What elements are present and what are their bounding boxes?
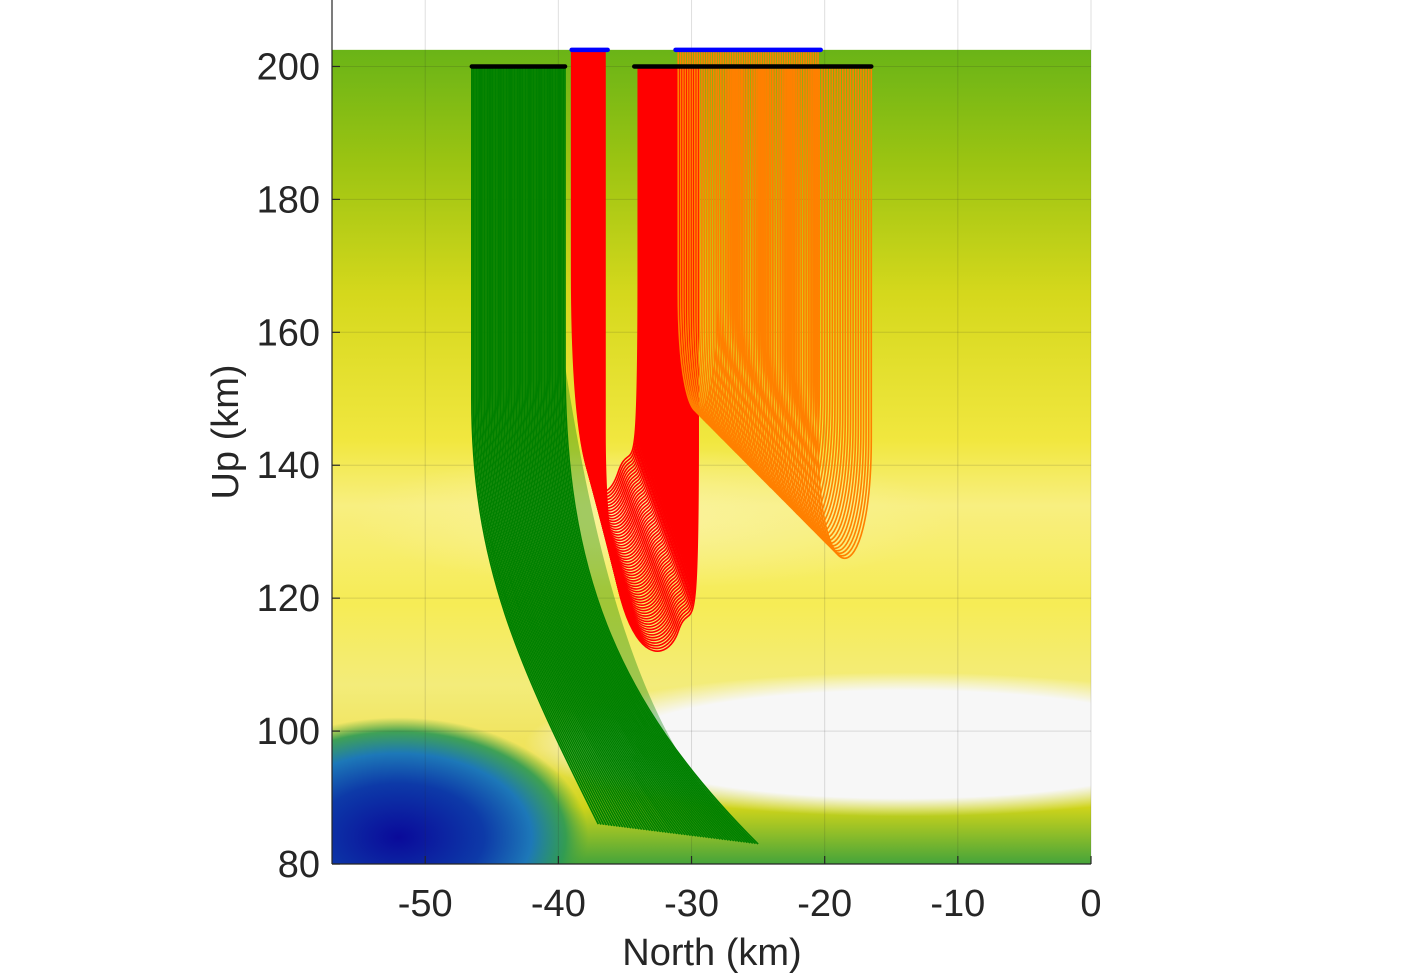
green-trace-16 [496, 66, 643, 830]
x-tick-label-2: -30 [664, 883, 719, 925]
green-trace-15 [494, 66, 640, 830]
green-trace-11 [488, 66, 629, 829]
green-trace-47 [545, 66, 727, 841]
green-trace-41 [535, 66, 710, 839]
orange-trace-59 [817, 49, 873, 560]
green-trace-3 [475, 66, 608, 826]
green-trace-30 [518, 66, 681, 835]
red-trace-59 [604, 49, 699, 652]
traces [471, 49, 873, 845]
green-trace-0 [471, 66, 600, 825]
green-trace-6 [480, 66, 616, 827]
y-axis-label: Up (km) [205, 364, 247, 499]
orange-trace-58 [814, 49, 870, 557]
green-trace-36 [527, 66, 697, 837]
x-tick-label-1: -40 [531, 883, 586, 925]
green-trace-51 [551, 66, 738, 842]
green-trace-18 [499, 66, 648, 831]
green-trace-40 [534, 66, 708, 839]
y-tick-label-6: 200 [257, 46, 320, 88]
orange-trace-57 [812, 49, 867, 555]
green-trace-38 [531, 66, 702, 838]
green-trace-10 [486, 66, 627, 828]
green-trace-8 [483, 66, 621, 828]
x-tick-label-4: -10 [930, 883, 985, 925]
green-trace-19 [501, 66, 651, 831]
x-axis-label: North (km) [622, 932, 801, 974]
y-tick-label-3: 140 [257, 445, 320, 487]
green-trace-7 [482, 66, 618, 827]
green-trace-35 [526, 66, 694, 837]
green-trace-27 [513, 66, 673, 834]
green-envelope [471, 66, 759, 845]
green-trace-59 [564, 66, 759, 845]
green-trace-45 [542, 66, 721, 840]
green-trace-2 [474, 66, 605, 826]
green-trace-20 [502, 66, 654, 832]
y-tick-label-4: 160 [257, 312, 320, 354]
markers [469, 47, 874, 69]
green-trace-53 [554, 66, 743, 843]
field-white-band [824, 711, 1091, 778]
green-trace-44 [540, 66, 719, 840]
green-trace-46 [543, 66, 724, 841]
y-tick-label-1: 100 [257, 711, 320, 753]
green-trace-28 [515, 66, 675, 835]
y-tick-label-5: 180 [257, 179, 320, 221]
green-trace-34 [524, 66, 692, 837]
green-trace-48 [546, 66, 729, 841]
green-trace-4 [477, 66, 610, 826]
green-trace-49 [548, 66, 732, 842]
field-blue-region [332, 717, 589, 864]
green-trace-31 [519, 66, 683, 836]
green-trace-26 [512, 66, 670, 834]
green-trace-54 [556, 66, 746, 843]
green-trace-33 [523, 66, 689, 836]
x-tick-labels: -50 -40 -30 -20 -10 0 [398, 883, 1102, 925]
green-trace-14 [493, 66, 637, 830]
y-tick-label-2: 120 [257, 578, 320, 620]
x-tick-label-0: -50 [398, 883, 453, 925]
orange-trace-56 [810, 49, 865, 552]
axes [331, 0, 1092, 865]
green-trace-58 [562, 66, 756, 845]
green-trace-50 [550, 66, 735, 842]
green-trace-22 [505, 66, 659, 833]
x-tick-label-5: 0 [1080, 883, 1101, 925]
y-tick-labels: 80 100 120 140 160 180 200 [257, 46, 320, 886]
green-trace-1 [472, 66, 602, 825]
green-trace-12 [489, 66, 632, 829]
x-tick-label-3: -20 [797, 883, 852, 925]
green-trace-21 [504, 66, 656, 832]
green-trace-25 [510, 66, 667, 834]
green-trace-52 [553, 66, 740, 843]
orange-trace-55 [807, 49, 862, 550]
green-trace-42 [537, 66, 713, 839]
green-trace-56 [559, 66, 751, 844]
green-trace-23 [507, 66, 662, 833]
green-trace-43 [538, 66, 716, 840]
green-trace-17 [497, 66, 646, 831]
green-trace-39 [532, 66, 705, 838]
green-trace-37 [529, 66, 700, 838]
green-trace-32 [521, 66, 686, 836]
green-trace-13 [491, 66, 635, 829]
green-trace-55 [557, 66, 748, 844]
y-tick-label-0: 80 [278, 844, 320, 886]
green-trace-57 [561, 66, 754, 844]
green-trace-29 [516, 66, 678, 835]
green-trace-24 [508, 66, 664, 833]
green-trace-9 [485, 66, 624, 828]
green-trace-5 [478, 66, 613, 827]
